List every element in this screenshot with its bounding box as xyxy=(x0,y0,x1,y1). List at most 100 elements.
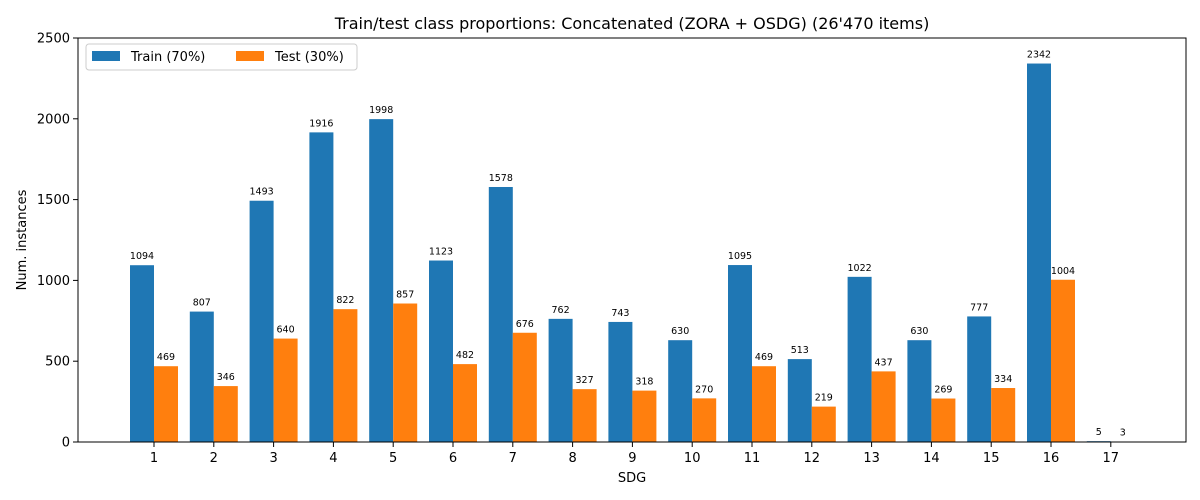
y-tick-label: 0 xyxy=(62,436,70,451)
x-tick-label: 16 xyxy=(1043,451,1060,466)
train-bar xyxy=(847,276,872,442)
train-data-label: 1916 xyxy=(309,118,333,129)
train-data-label: 5 xyxy=(1096,427,1102,438)
test-bar xyxy=(213,386,238,442)
train-bar xyxy=(309,132,334,443)
train-bar xyxy=(1027,63,1051,442)
test-bar xyxy=(273,338,298,442)
train-bar xyxy=(429,260,453,442)
train-data-label: 630 xyxy=(671,326,689,337)
test-data-label: 857 xyxy=(396,290,414,301)
test-bar xyxy=(632,390,657,442)
legend-label-train: Train (70%) xyxy=(130,50,205,65)
y-tick-label: 1000 xyxy=(37,274,70,289)
test-data-label: 676 xyxy=(516,319,534,330)
test-bar xyxy=(811,406,836,442)
train-bar xyxy=(668,340,693,442)
x-tick-label: 9 xyxy=(628,451,636,466)
x-tick-label: 4 xyxy=(329,451,337,466)
legend-swatch-train xyxy=(92,51,120,61)
train-data-label: 1022 xyxy=(848,263,872,274)
train-data-label: 513 xyxy=(791,345,809,356)
test-data-label: 327 xyxy=(576,375,594,386)
test-data-label: 822 xyxy=(336,295,354,306)
train-data-label: 762 xyxy=(552,305,570,316)
y-axis-label: Num. instances xyxy=(15,189,30,290)
test-bar xyxy=(333,309,358,442)
train-bar xyxy=(548,318,573,442)
test-data-label: 334 xyxy=(994,374,1012,385)
test-bar xyxy=(453,364,477,442)
train-bar xyxy=(130,265,154,442)
test-bar xyxy=(1051,279,1075,442)
test-bar xyxy=(512,332,537,442)
train-bar xyxy=(967,316,992,442)
x-tick-label: 10 xyxy=(684,451,701,466)
train-data-label: 777 xyxy=(970,302,988,313)
test-data-label: 437 xyxy=(875,357,893,368)
y-tick-label: 2500 xyxy=(37,32,70,47)
y-tick-label: 2000 xyxy=(37,112,70,127)
x-tick-label: 7 xyxy=(509,451,517,466)
test-data-label: 469 xyxy=(157,352,175,363)
train-bar xyxy=(907,340,932,442)
x-tick-label: 6 xyxy=(449,451,457,466)
test-bar xyxy=(393,303,418,442)
test-data-label: 346 xyxy=(217,372,235,383)
test-data-label: 1004 xyxy=(1051,266,1075,277)
x-tick-label: 5 xyxy=(389,451,397,466)
test-bar xyxy=(572,389,597,442)
train-data-label: 1493 xyxy=(250,187,274,198)
train-bar xyxy=(369,119,394,442)
train-data-label: 743 xyxy=(611,308,629,319)
test-data-label: 482 xyxy=(456,350,474,361)
x-tick-label: 14 xyxy=(923,451,940,466)
test-bar xyxy=(871,371,896,442)
legend-swatch-test xyxy=(236,51,264,61)
train-data-label: 1095 xyxy=(728,251,752,262)
train-bar xyxy=(488,186,513,442)
test-bar xyxy=(692,398,717,442)
x-tick-label: 3 xyxy=(269,451,277,466)
test-data-label: 469 xyxy=(755,352,773,363)
x-tick-label: 1 xyxy=(150,451,158,466)
train-bar xyxy=(608,321,633,442)
test-bar xyxy=(154,366,178,442)
test-data-label: 3 xyxy=(1120,428,1126,439)
x-tick-label: 13 xyxy=(863,451,880,466)
x-axis-label: SDG xyxy=(618,471,646,486)
plot-frame xyxy=(77,37,1187,443)
train-data-label: 1998 xyxy=(369,105,393,116)
x-tick-label: 2 xyxy=(210,451,218,466)
test-bar xyxy=(752,366,776,442)
x-tick-label: 8 xyxy=(568,451,576,466)
train-bar xyxy=(787,359,812,442)
test-data-label: 270 xyxy=(695,384,713,395)
x-tick-label: 15 xyxy=(983,451,1000,466)
train-data-label: 630 xyxy=(910,326,928,337)
train-data-label: 1578 xyxy=(489,173,513,184)
legend-frame xyxy=(85,43,358,71)
x-tick-label: 11 xyxy=(744,451,761,466)
test-data-label: 640 xyxy=(277,325,295,336)
x-tick-label: 12 xyxy=(804,451,821,466)
train-data-label: 1094 xyxy=(130,251,154,262)
test-bar xyxy=(991,388,1016,442)
legend-label-test: Test (30%) xyxy=(274,50,344,65)
y-tick-label: 500 xyxy=(45,355,70,370)
test-data-label: 269 xyxy=(934,385,952,396)
test-data-label: 318 xyxy=(635,377,653,388)
train-bar xyxy=(249,200,274,442)
legend: Train (70%) Test (30%) xyxy=(85,43,358,71)
train-data-label: 2342 xyxy=(1027,50,1051,61)
chart-title: Train/test class proportions: Concatenat… xyxy=(334,14,930,33)
train-bar xyxy=(189,311,214,442)
test-data-label: 219 xyxy=(815,393,833,404)
train-data-label: 1123 xyxy=(429,247,453,258)
plot-area: 0500100015002000250010944691807346214936… xyxy=(37,32,1135,466)
train-bar xyxy=(728,265,752,442)
x-tick-label: 17 xyxy=(1103,451,1120,466)
test-bar xyxy=(931,398,956,442)
y-tick-label: 1500 xyxy=(37,193,70,208)
